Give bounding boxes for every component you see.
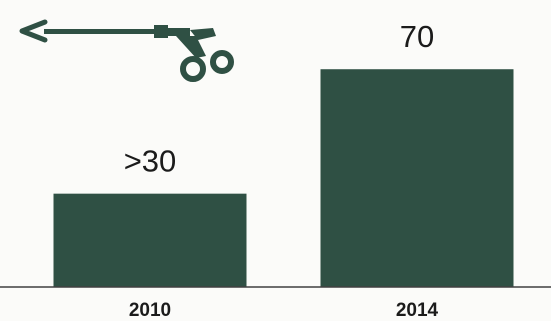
value-label-2010: >30 — [124, 144, 177, 179]
value-label-2014: 70 — [400, 19, 434, 54]
bar-2014 — [320, 69, 514, 287]
plot-area — [53, 69, 514, 287]
laparoscopic-scissors-icon — [19, 19, 234, 82]
x-tick-label-2010: 2010 — [129, 300, 171, 321]
bar-2010 — [53, 193, 247, 287]
x-tick-label-2014: 2014 — [396, 300, 439, 321]
label-layer: >30 2010 70 2014 — [124, 19, 439, 321]
